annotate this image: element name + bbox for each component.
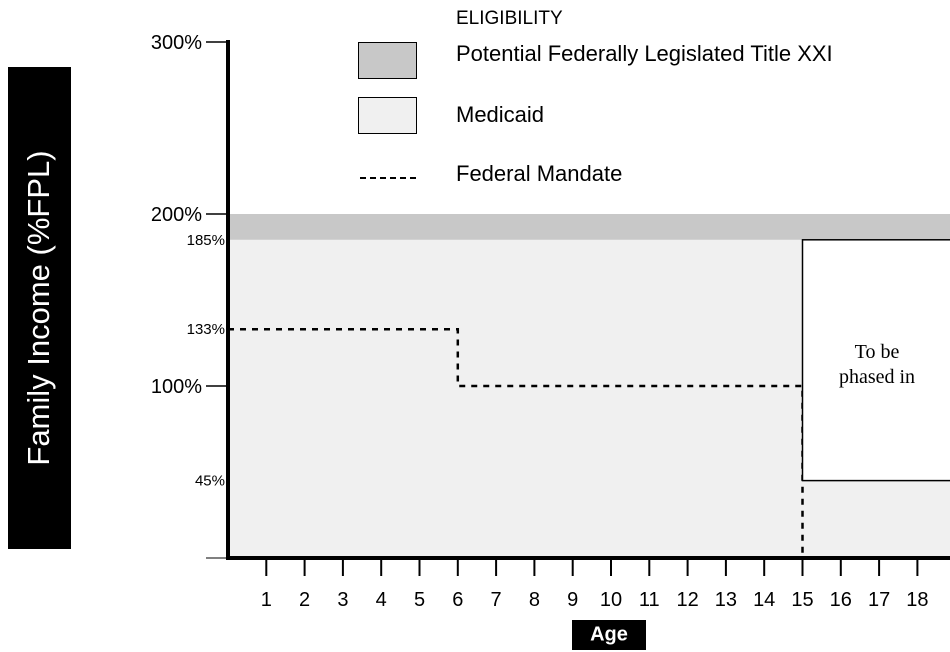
phase-in-note: To be phased in	[818, 340, 936, 390]
legend-label-mandate: Federal Mandate	[456, 161, 623, 186]
phase-in-note-line1: To be	[854, 341, 900, 363]
x-tick-label: 1	[261, 589, 272, 611]
x-tick-label: 18	[906, 589, 928, 611]
y-tick-label: 100%	[151, 376, 202, 398]
legend-swatch-title21	[358, 42, 417, 79]
x-axis-label: Age	[590, 623, 628, 646]
title21-band	[228, 214, 950, 240]
x-tick-label: 13	[715, 589, 737, 611]
y-axis-label: Family Income (%FPL)	[21, 150, 56, 466]
x-tick-label: 16	[830, 589, 852, 611]
x-ticks: 1 2 3 4 5 6 7 8 9 10 11 12 13 14 15 16 17 18	[261, 558, 929, 611]
y-ticks: 100% 200% 300% 45% 133% 185%	[151, 32, 228, 559]
legend-swatch-mandate	[360, 177, 416, 179]
y-tick-label: 200%	[151, 204, 202, 226]
x-tick-label: 8	[529, 589, 540, 611]
x-tick-label: 15	[791, 589, 813, 611]
x-tick-label: 5	[414, 589, 425, 611]
phase-in-note-line2: phased in	[838, 366, 916, 388]
y-annotation-label: 133%	[187, 321, 225, 338]
x-axis-label-box	[572, 620, 646, 650]
y-annotation-label: 185%	[187, 232, 225, 249]
y-tick-label: 300%	[151, 32, 202, 54]
x-tick-label: 6	[452, 589, 463, 611]
x-tick-label: 9	[567, 589, 578, 611]
x-tick-label: 14	[753, 589, 775, 611]
x-tick-label: 4	[376, 589, 387, 611]
x-tick-label: 12	[676, 589, 698, 611]
x-tick-label: 10	[600, 589, 622, 611]
legend-swatch-medicaid	[358, 97, 417, 134]
legend-label-medicaid: Medicaid	[456, 102, 545, 127]
y-axis-label-box	[8, 67, 71, 549]
x-tick-label: 3	[337, 589, 348, 611]
legend-label-title21: Potential Federally Legislated Title XXI	[456, 41, 833, 66]
x-tick-label: 2	[299, 589, 310, 611]
phase-in-rect	[801, 239, 950, 482]
phase-in-box	[801, 239, 950, 482]
chart-axes	[226, 40, 950, 560]
x-tick-label: 11	[639, 589, 660, 611]
y-annotation-label: 45%	[195, 473, 225, 490]
x-tick-label: 17	[868, 589, 890, 611]
x-tick-label: 7	[491, 589, 502, 611]
legend-title: ELIGIBILITY	[456, 8, 563, 29]
